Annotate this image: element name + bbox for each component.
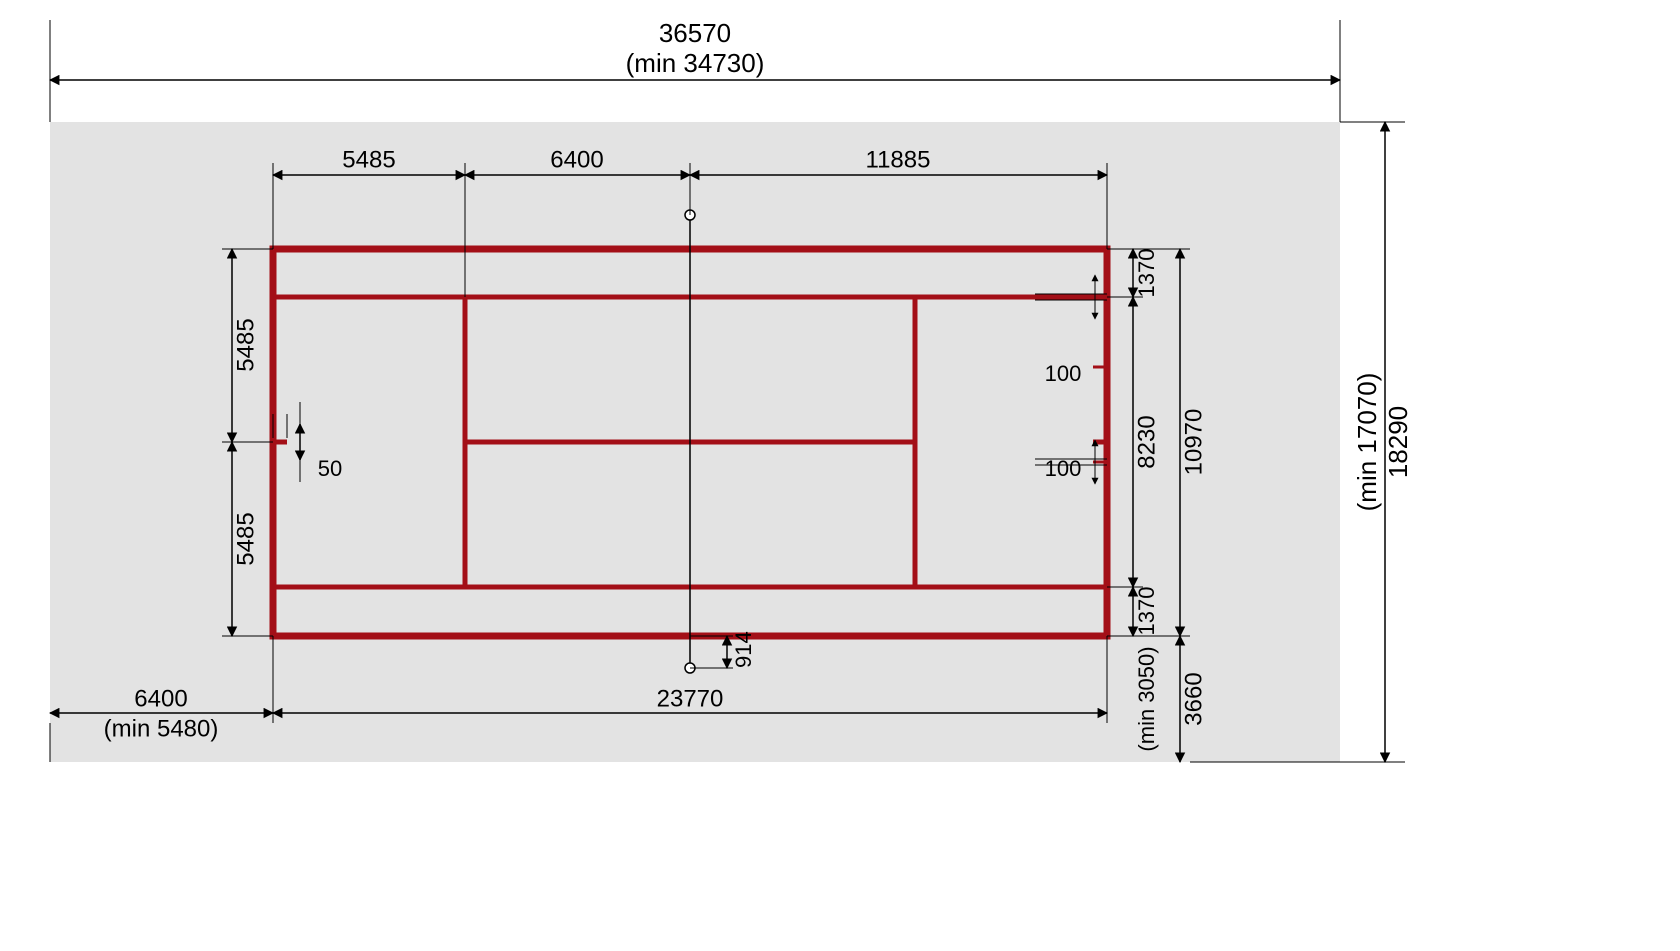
dim-net-to-baseline: 11885 <box>866 146 931 173</box>
dim-net-post-offset: 914 <box>731 631 756 668</box>
dim-half-width-lower: 5485 <box>232 512 259 565</box>
dim-line-width-lower: 100 <box>1045 456 1082 481</box>
dim-line-width-upper: 100 <box>1045 361 1082 386</box>
dim-overall-length: 36570 <box>659 18 731 48</box>
dim-overall-length-min: (min 34730) <box>626 48 765 78</box>
dim-baseline-to-service: 5485 <box>342 146 395 173</box>
dim-half-width-upper: 5485 <box>232 318 259 371</box>
dim-service-to-net: 6400 <box>550 146 603 173</box>
dim-side-run: 3660 <box>1180 672 1207 725</box>
dim-overall-width: 18290 <box>1383 406 1413 478</box>
dim-court-length: 23770 <box>657 685 724 712</box>
dim-overall-width-min: (min 17070) <box>1352 373 1382 512</box>
dim-alley-bottom: 1370 <box>1134 587 1159 636</box>
dim-court-width: 10970 <box>1180 409 1207 476</box>
dim-alley-top: 1370 <box>1134 249 1159 298</box>
dim-side-run-min: (min 3050) <box>1134 646 1159 751</box>
dim-singles-width: 8230 <box>1133 415 1160 468</box>
dim-back-run-min: (min 5480) <box>104 715 219 742</box>
dim-centre-mark: 50 <box>318 456 342 481</box>
dim-back-run: 6400 <box>134 685 187 712</box>
